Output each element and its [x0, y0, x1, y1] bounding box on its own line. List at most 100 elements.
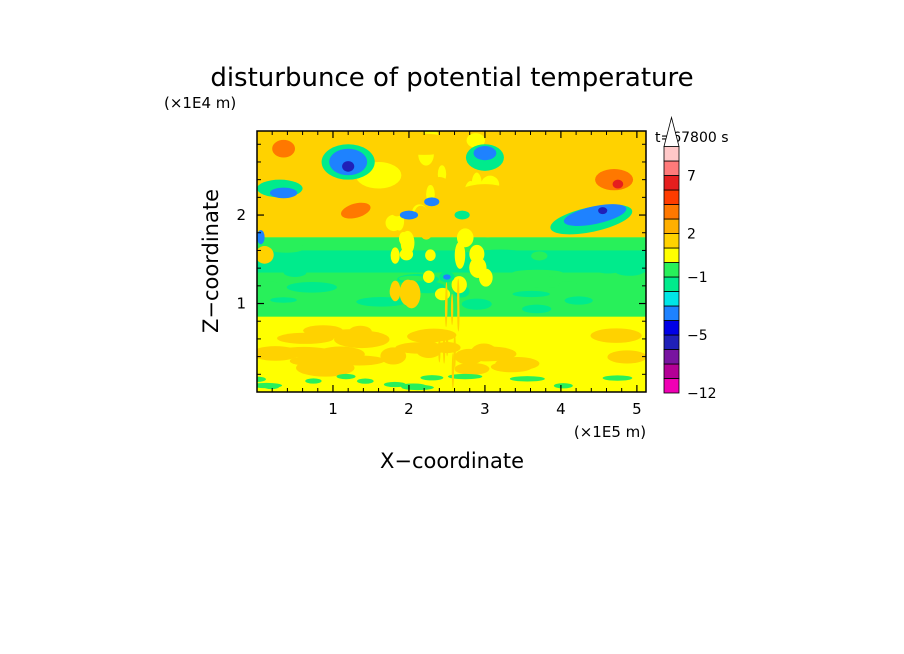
colorbar-segment [663, 247, 680, 263]
mid-streak [268, 242, 305, 253]
cold-pocket [424, 197, 440, 207]
mid-streak [356, 296, 407, 307]
cool-streak [401, 384, 434, 391]
x-tick-label: 3 [480, 400, 490, 418]
warm-streak [277, 332, 334, 344]
cool-streak [336, 373, 356, 380]
colorbar-label: −12 [687, 386, 717, 402]
x-tick-label: 1 [328, 400, 338, 418]
warm-streak [590, 328, 642, 343]
x-tick-label: 5 [632, 400, 642, 418]
y-unit-label: (×1E4 m) [164, 94, 236, 112]
cold-pocket [563, 204, 627, 226]
plume-column [444, 292, 448, 328]
warm-pocket [279, 210, 326, 229]
colorbar-segment [663, 349, 680, 365]
cool-streak [509, 376, 545, 382]
mid-streak [531, 251, 548, 261]
cold-pocket [443, 274, 451, 280]
warm-streak [395, 342, 444, 354]
colorbar-segment [663, 378, 680, 394]
plume-column [442, 329, 446, 364]
mid-streak [564, 296, 593, 305]
plot-frame [256, 130, 647, 393]
y-tick-label: 1 [236, 295, 246, 313]
warm-streak [315, 346, 365, 362]
plume-cell [454, 241, 466, 269]
mid-streak [522, 304, 552, 314]
plume-cell [385, 214, 402, 232]
cold-pocket [342, 161, 355, 172]
plume-column [445, 330, 449, 357]
plume-cell [422, 270, 435, 283]
y-axis: 12 [236, 143, 646, 375]
colorbar-segment [663, 175, 680, 191]
colorbar-segment [663, 363, 680, 379]
colorbar-segment [663, 276, 680, 292]
cool-streak [447, 373, 483, 380]
cool-streak [356, 378, 374, 384]
x-axis: 1 2 3 4 5 [271, 131, 642, 418]
colorbar-label: 2 [687, 227, 696, 243]
mid-streak [615, 268, 644, 276]
cold-pocket [269, 187, 298, 199]
warm-pocket [595, 169, 634, 191]
warm-streak [257, 346, 300, 361]
colorbar-segment [663, 146, 680, 162]
cool-streak [553, 383, 573, 389]
warm-pocket [479, 210, 537, 238]
mid-streak [491, 298, 533, 306]
colorbar-segment [663, 204, 680, 220]
chart-title: disturbunce of potential temperature [210, 63, 693, 93]
cold-pocket [283, 268, 307, 277]
warm-streak [380, 347, 407, 365]
warm-streak [470, 343, 498, 362]
plume-cell [425, 249, 436, 261]
plume-cell [466, 133, 485, 148]
cool-streak [263, 383, 280, 390]
warm-pocket [340, 202, 371, 219]
y-axis-label: Z−coordinate [199, 189, 223, 333]
warm-pocket [507, 166, 554, 193]
plume-cell [430, 177, 448, 190]
mid-streak [474, 249, 526, 258]
plume-cell [434, 287, 451, 301]
warm-pocket [612, 179, 624, 189]
y-tick-label: 2 [236, 206, 246, 224]
x-unit-label: (×1E5 m) [574, 423, 646, 441]
mid-streak [526, 276, 563, 288]
cold-pocket [473, 146, 497, 161]
colorbar-label: 7 [687, 169, 696, 185]
warm-streak [495, 357, 540, 371]
cool-streak [257, 376, 266, 382]
colorbar-segment [663, 160, 680, 176]
colorbar: −12−5−127 [663, 115, 717, 402]
mid-streak [558, 281, 578, 289]
mid-streak [286, 281, 337, 293]
warm-streak [607, 350, 646, 364]
plume-cell [435, 151, 449, 164]
cool-streak [305, 378, 322, 384]
mid-streak [270, 297, 297, 303]
colorbar-segment [663, 320, 680, 336]
plume-cell [451, 276, 467, 294]
plume-cell [414, 205, 429, 226]
contour-field [257, 131, 646, 392]
cold-pocket [399, 210, 419, 220]
plume-cell [400, 230, 415, 255]
plume-column [457, 298, 460, 332]
cold-pocket [257, 230, 265, 245]
warm-streak [454, 362, 490, 375]
colorbar-segment [663, 218, 680, 234]
colorbar-segment [663, 262, 680, 278]
plume-cell [390, 247, 400, 264]
x-axis-label: X−coordinate [380, 449, 524, 473]
cool-streak [602, 375, 633, 381]
x-tick-label: 2 [404, 400, 414, 418]
warm-pocket [257, 246, 274, 264]
colorbar-segment [663, 189, 680, 205]
plume-column [438, 335, 441, 363]
cold-pocket [598, 207, 608, 215]
mid-streak [398, 275, 427, 282]
